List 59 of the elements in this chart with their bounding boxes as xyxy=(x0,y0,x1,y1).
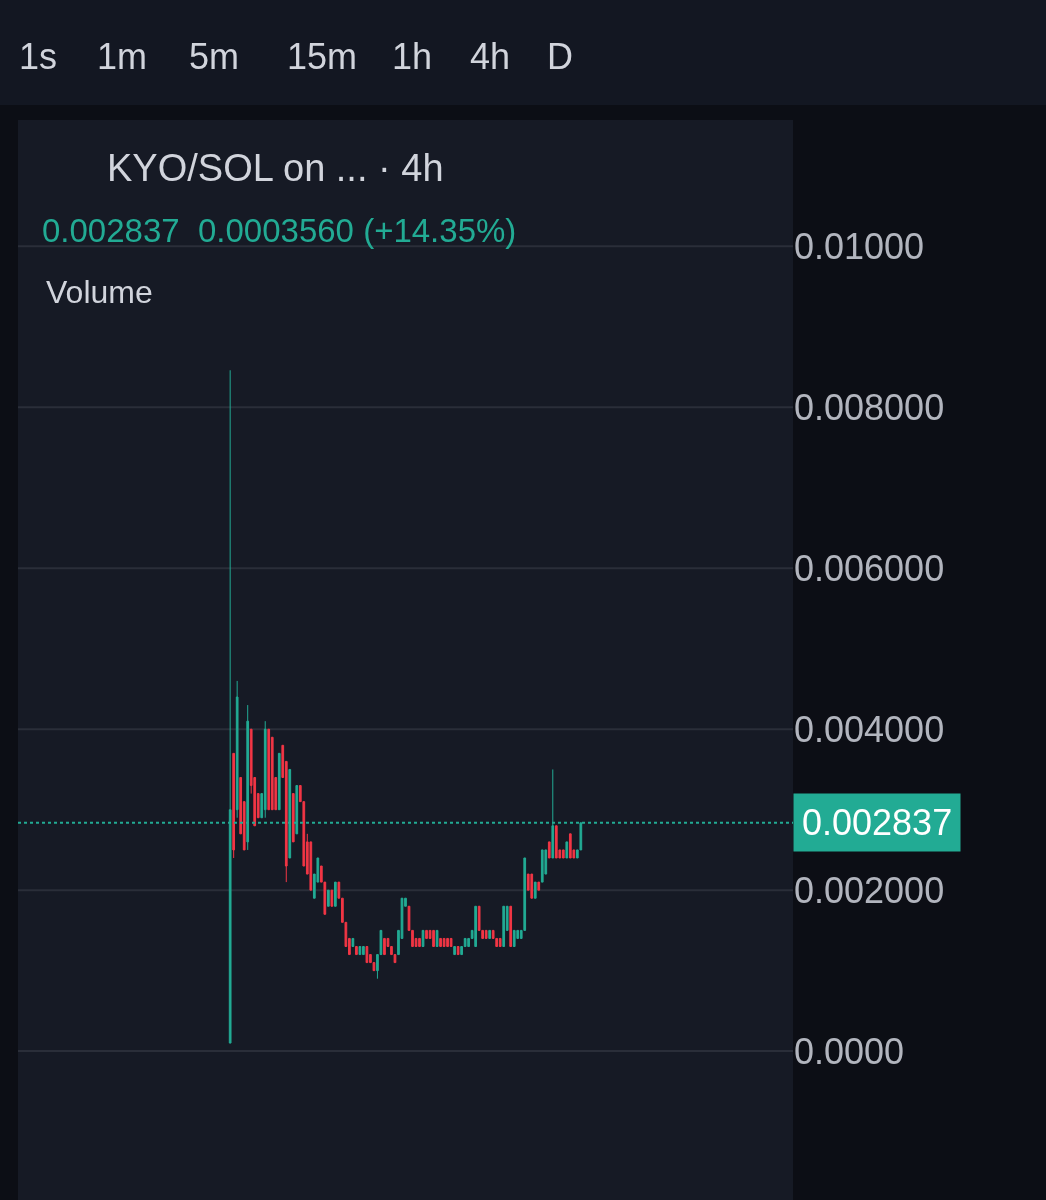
text: 1s xyxy=(19,36,58,77)
y-tick-label: 0.006000 xyxy=(794,547,945,589)
candlestick xyxy=(326,889,330,907)
candlestick xyxy=(509,905,513,947)
candlestick xyxy=(358,946,362,956)
candlestick xyxy=(565,841,569,859)
candlestick xyxy=(263,720,267,819)
candlestick xyxy=(554,825,558,859)
candlestick xyxy=(418,937,421,947)
candlestick xyxy=(355,946,358,956)
candlestick xyxy=(484,929,488,939)
annotation: Volume xyxy=(46,274,153,310)
candlestick xyxy=(425,929,428,939)
text: 15m xyxy=(287,36,358,77)
candlestick xyxy=(446,937,449,947)
text: KYO/SOL on ... · 4h xyxy=(107,147,444,189)
candlestick xyxy=(498,937,502,947)
candlestick xyxy=(330,889,334,907)
candlestick xyxy=(512,929,516,947)
candlestick xyxy=(537,881,541,891)
candlestick xyxy=(502,905,506,947)
candlestick xyxy=(439,937,442,947)
candlestick xyxy=(533,881,537,899)
text: 1m xyxy=(97,36,148,77)
text: 4h xyxy=(470,36,511,77)
candlestick xyxy=(365,946,369,964)
y-tick-label: 0.0000 xyxy=(794,1030,905,1072)
candlestick xyxy=(277,752,281,811)
candlestick xyxy=(547,841,551,859)
y-tick-label: 0.008000 xyxy=(794,386,945,428)
candlestick xyxy=(432,929,435,947)
candlestick xyxy=(456,946,460,956)
candlestick xyxy=(362,946,365,956)
candlestick xyxy=(540,849,544,883)
candlestick xyxy=(442,937,446,947)
candlestick xyxy=(488,929,492,939)
y-tick-label: 0.004000 xyxy=(794,708,945,750)
candlestick xyxy=(351,937,355,947)
text: 1h xyxy=(392,36,433,77)
candlestick xyxy=(235,680,239,819)
candlestick xyxy=(435,929,439,947)
text: 5m xyxy=(189,36,240,77)
candlestick xyxy=(568,833,572,859)
text: 0.002837 0.0003560 (+14.35%) xyxy=(42,212,517,249)
text: D xyxy=(547,36,573,77)
candlestick xyxy=(232,752,236,859)
candlestick xyxy=(449,937,453,947)
y-tick-label: 0.002000 xyxy=(794,869,945,911)
candlestick xyxy=(267,728,271,811)
candlestick xyxy=(291,793,295,843)
candlestick xyxy=(334,881,337,907)
y-tick-label: 0.01000 xyxy=(794,225,925,267)
candlestick xyxy=(474,905,477,947)
candlestick xyxy=(530,873,534,899)
ref-line-label: 0.002837 xyxy=(802,802,953,843)
candlestick xyxy=(383,937,386,956)
candlestick xyxy=(453,946,456,956)
candlestick xyxy=(561,849,565,859)
candlestick xyxy=(421,929,425,947)
